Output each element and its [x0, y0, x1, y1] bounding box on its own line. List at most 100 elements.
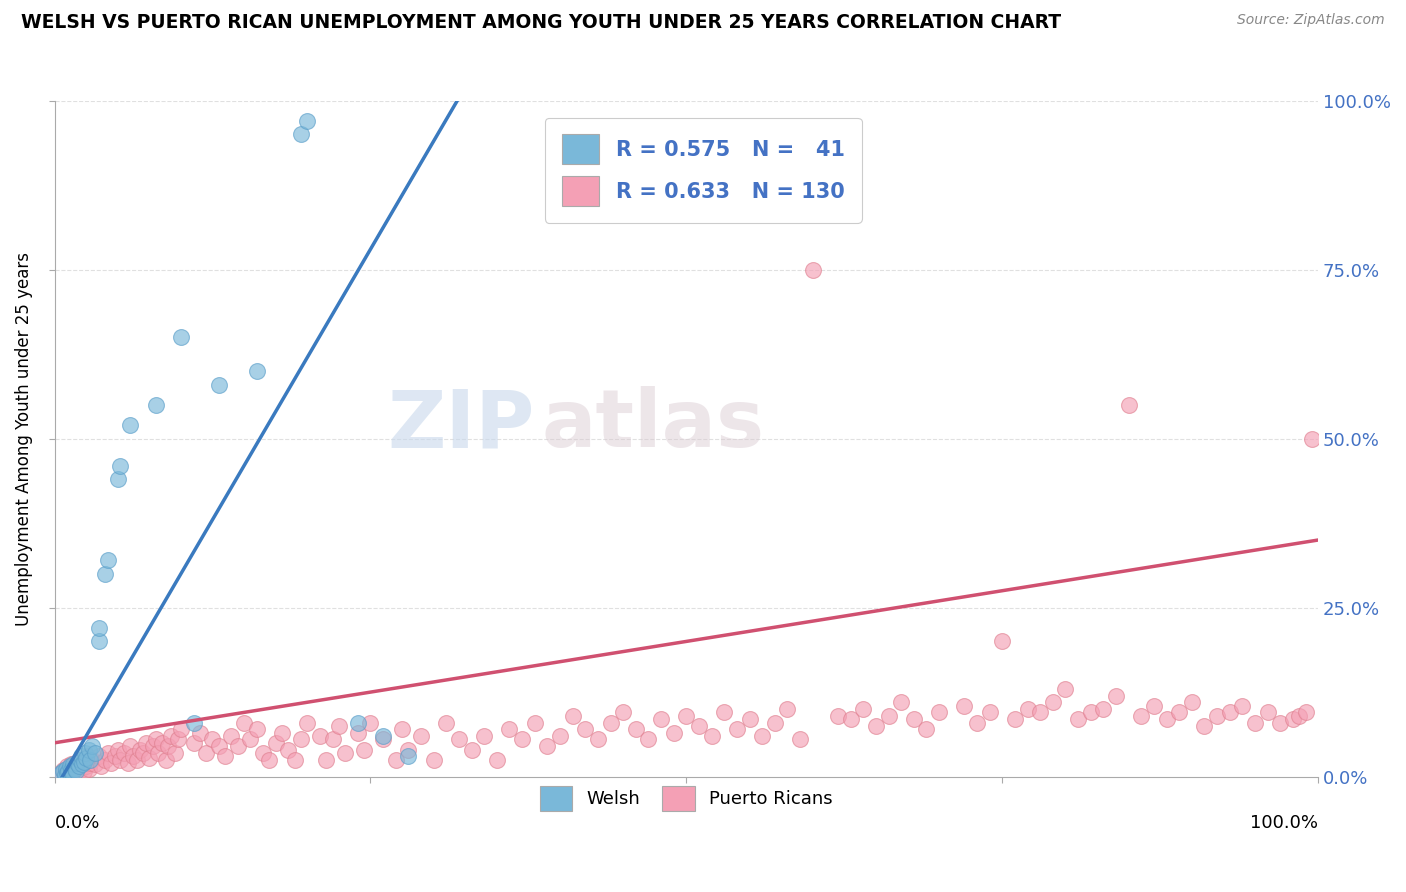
Point — [650, 712, 672, 726]
Point — [277, 742, 299, 756]
Point — [700, 729, 723, 743]
Point — [1288, 708, 1310, 723]
Point — [1080, 706, 1102, 720]
Point — [599, 715, 621, 730]
Point — [839, 712, 862, 726]
Point — [789, 732, 811, 747]
Point — [120, 418, 142, 433]
Point — [1295, 706, 1317, 720]
Point — [104, 749, 127, 764]
Point — [53, 767, 76, 781]
Point — [1282, 712, 1305, 726]
Point — [322, 732, 344, 747]
Point — [145, 732, 167, 747]
Text: 0.0%: 0.0% — [55, 814, 100, 832]
Point — [801, 262, 824, 277]
Point — [107, 742, 129, 756]
Point — [82, 739, 104, 754]
Point — [271, 725, 294, 739]
Point — [117, 756, 139, 770]
Point — [221, 729, 243, 743]
Point — [396, 749, 419, 764]
Point — [79, 756, 101, 770]
Point — [76, 749, 98, 764]
Point — [73, 746, 96, 760]
Point — [55, 764, 77, 779]
Point — [155, 753, 177, 767]
Point — [94, 566, 117, 581]
Point — [688, 719, 710, 733]
Point — [65, 766, 87, 780]
Point — [384, 753, 406, 767]
Point — [1067, 712, 1090, 726]
Point — [73, 755, 96, 769]
Point — [201, 732, 224, 747]
Point — [713, 706, 735, 720]
Point — [979, 706, 1001, 720]
Point — [69, 753, 91, 767]
Point — [60, 766, 83, 780]
Point — [264, 736, 287, 750]
Point — [97, 746, 120, 760]
Point — [62, 762, 84, 776]
Point — [167, 732, 190, 747]
Point — [208, 739, 231, 754]
Point — [90, 759, 112, 773]
Point — [129, 742, 152, 756]
Point — [134, 736, 156, 750]
Point — [195, 746, 218, 760]
Point — [391, 723, 413, 737]
Point — [1042, 695, 1064, 709]
Point — [59, 763, 82, 777]
Point — [77, 762, 100, 776]
Text: Source: ZipAtlas.com: Source: ZipAtlas.com — [1237, 13, 1385, 28]
Point — [82, 753, 104, 767]
Point — [409, 729, 432, 743]
Point — [87, 621, 110, 635]
Point — [485, 753, 508, 767]
Point — [142, 739, 165, 754]
Point — [1301, 432, 1323, 446]
Point — [991, 634, 1014, 648]
Point — [67, 753, 90, 767]
Legend: Welsh, Puerto Ricans: Welsh, Puerto Ricans — [533, 779, 839, 818]
Point — [346, 725, 368, 739]
Point — [70, 749, 93, 764]
Point — [1270, 715, 1292, 730]
Point — [903, 712, 925, 726]
Point — [966, 715, 988, 730]
Point — [548, 729, 571, 743]
Point — [72, 755, 94, 769]
Point — [396, 742, 419, 756]
Point — [1118, 398, 1140, 412]
Point — [60, 764, 83, 779]
Point — [52, 763, 75, 777]
Point — [120, 739, 142, 754]
Point — [56, 766, 79, 780]
Point — [751, 729, 773, 743]
Point — [359, 715, 381, 730]
Point — [434, 715, 457, 730]
Point — [675, 708, 697, 723]
Point — [214, 749, 236, 764]
Point — [738, 712, 761, 726]
Point — [72, 757, 94, 772]
Point — [1017, 702, 1039, 716]
Point — [574, 723, 596, 737]
Point — [1054, 681, 1077, 696]
Point — [422, 753, 444, 767]
Point — [84, 746, 107, 760]
Point — [877, 708, 900, 723]
Text: 100.0%: 100.0% — [1250, 814, 1319, 832]
Point — [146, 746, 169, 760]
Point — [763, 715, 786, 730]
Point — [66, 756, 89, 770]
Point — [865, 719, 887, 733]
Point — [1092, 702, 1115, 716]
Point — [170, 330, 193, 344]
Point — [56, 759, 79, 773]
Point — [1143, 698, 1166, 713]
Point — [150, 736, 173, 750]
Point — [510, 732, 533, 747]
Point — [1156, 712, 1178, 726]
